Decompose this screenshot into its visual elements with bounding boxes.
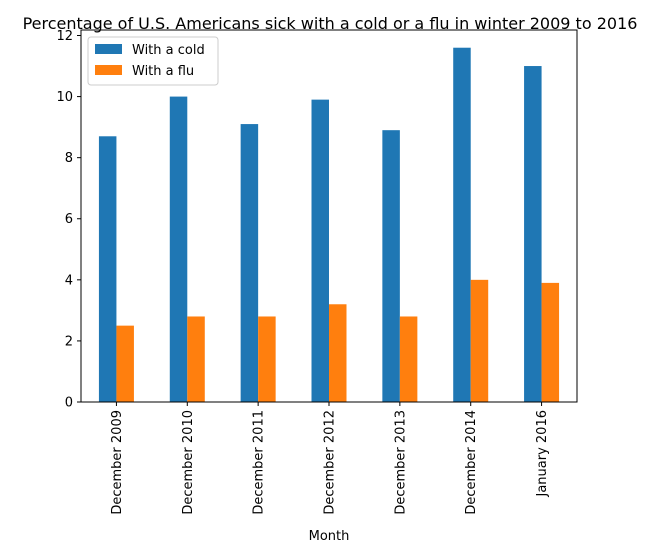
bar-with-a-flu-5	[470, 279, 489, 402]
x-tick-label: December 2009	[110, 410, 125, 515]
y-tick-label: 0	[65, 396, 73, 411]
x-tick-label: December 2013	[393, 410, 408, 515]
y-tick-label: 8	[65, 151, 73, 166]
legend-swatch	[95, 44, 122, 54]
y-tick-label: 10	[56, 90, 73, 105]
bar-with-a-flu-3	[329, 304, 347, 402]
x-axis: December 2009 December 2010 December 2011 D…	[110, 402, 550, 515]
bar-with-a-flu-2	[258, 316, 276, 402]
y-tick-label: 2	[65, 334, 73, 349]
bars-group	[98, 47, 560, 403]
x-axis-label: Month	[309, 529, 350, 544]
bar-with-a-cold-6	[524, 66, 542, 403]
legend-swatch	[95, 65, 122, 75]
bar-with-a-cold-5	[453, 47, 471, 402]
legend: With a cold With a flu	[87, 36, 219, 86]
y-tick-label: 6	[65, 212, 73, 227]
y-axis: 0 2 4 6 8 10 12	[56, 29, 81, 411]
bar-with-a-cold-4	[382, 130, 400, 402]
bar-with-a-cold-3	[311, 99, 329, 402]
x-tick-label: December 2012	[323, 410, 338, 515]
legend-label: With a flu	[132, 64, 194, 79]
plot-frame	[80, 29, 578, 403]
bar-with-a-cold-1	[169, 96, 188, 402]
x-tick-label: December 2014	[464, 410, 479, 515]
y-tick-label: 12	[56, 29, 73, 44]
x-tick-label: December 2010	[181, 410, 196, 515]
legend-label: With a cold	[132, 43, 205, 58]
y-tick-label: 4	[65, 273, 73, 288]
bar-with-a-cold-2	[240, 124, 259, 402]
bar-with-a-flu-0	[116, 325, 134, 402]
bar-with-a-flu-4	[399, 316, 418, 402]
bar-with-a-flu-1	[187, 316, 205, 402]
bar-with-a-flu-6	[541, 282, 560, 402]
x-tick-label: December 2011	[252, 410, 267, 515]
chart-title: Percentage of U.S. Americans sick with a…	[23, 14, 638, 33]
x-tick-label: January 2016	[535, 410, 550, 498]
bar-with-a-cold-0	[98, 136, 117, 403]
